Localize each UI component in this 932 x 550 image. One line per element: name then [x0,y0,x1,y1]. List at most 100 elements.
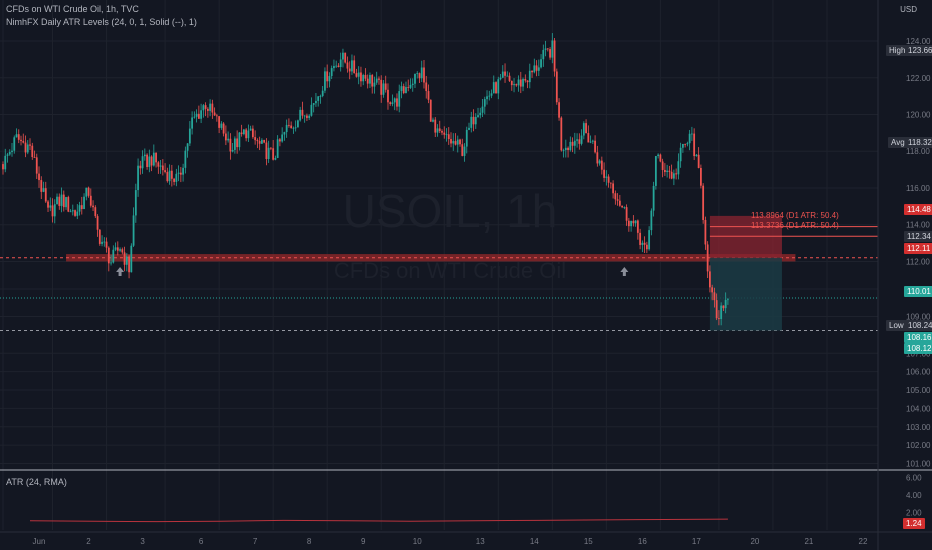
atr-line [29,518,728,523]
candle-body [130,245,133,273]
indicator-legend[interactable]: NimhFX Daily ATR Levels (24, 0, 1, Solid… [6,17,197,27]
candle-body [535,65,538,71]
candle-body [44,188,47,202]
candle-body [231,149,234,152]
symbol-legend[interactable]: CFDs on WTI Crude Oil, 1h, TVC [6,4,139,14]
candle-body [78,205,81,212]
low-badge-2: 108.16 [904,332,932,343]
candle-body [569,141,572,151]
candle-body [366,78,369,84]
candle-body [441,131,443,133]
watermark-name: CFDs on WTI Crude Oil [334,258,566,283]
atr-title: ATR (24, RMA) [6,477,67,487]
candle-body [699,167,702,186]
candle-body [668,170,671,172]
candle-body [175,173,178,182]
price-tick-label: 104.00 [906,404,931,413]
candle-body [384,83,387,90]
candle-body [17,134,20,140]
time-tick-label: 21 [804,537,813,546]
candle-body [715,300,718,319]
candle-body [598,160,601,164]
candle-body [247,130,250,139]
candle-body [580,135,583,144]
candle-body [227,138,230,141]
candle-body [357,72,360,77]
candle-body [92,205,94,208]
candle-body [654,156,657,186]
time-tick-label: 17 [692,537,701,546]
atr-upper-badge: 114.48 [904,204,932,215]
candle-body [355,73,358,77]
candle-body [58,196,61,206]
candle-body [62,194,65,208]
price-tick-label: 114.00 [906,221,930,230]
low-label: Low [886,320,907,331]
candle-body [213,112,216,116]
price-tick-label: 102.00 [906,441,931,450]
candle-body [249,128,252,131]
candle-body [159,165,162,167]
candle-body [177,172,180,174]
candle-body [614,193,617,200]
candle-body [279,139,281,142]
low-badge: 108.24 [905,320,932,331]
candle-body [513,84,515,86]
atr-level-annotation-1: 113.8964 (D1 ATR: 50.4) [751,211,839,220]
candle-body [474,116,477,125]
candle-body [155,152,157,163]
candle-body [236,138,239,148]
candle-body [546,48,549,50]
atr-legend[interactable]: ATR (24, RMA) [6,477,67,487]
candle-body [632,220,635,224]
candle-body [432,119,434,122]
candle-body [492,82,495,94]
candle-body [576,139,578,141]
candle-body [89,195,92,206]
candle-body [85,187,88,197]
time-tick-label: 22 [859,537,868,546]
candle-body [519,79,522,87]
candle-body [303,115,306,117]
candle-body [339,59,342,67]
up-arrow-icon [116,267,125,276]
candle-body [533,65,536,73]
candle-body [537,67,540,71]
candle-body [373,82,376,87]
candle-body [688,133,691,144]
candle-body [182,167,185,175]
atr-tick-label: 4.00 [906,491,922,500]
candle-body [369,75,371,84]
candle-body [663,169,666,173]
candle-body [197,113,200,119]
candle-body [173,178,175,182]
price-tick-label: 103.00 [906,423,931,432]
candle-body [137,165,139,191]
candle-body [360,72,362,82]
candle-body [143,154,146,157]
candle-body [630,220,633,227]
candle-body [94,207,97,217]
last-price-badge: 110.01 [904,286,932,297]
candle-body [472,116,475,125]
candle-body [675,173,678,175]
candle-body [387,89,389,103]
candle-body [20,139,22,142]
candle-body [679,147,682,162]
candle-body [477,115,479,117]
candle-body [288,124,290,126]
candle-body [267,147,270,159]
candle-body [639,232,642,245]
candle-body [116,247,119,251]
candle-body [672,173,675,179]
grid [0,0,878,530]
candle-body [301,109,304,116]
candle-body [488,95,491,97]
candle-body [402,86,405,94]
candle-body [720,305,723,320]
candle-body [148,156,151,167]
candles [2,33,729,326]
candle-body [51,205,54,217]
candle-body [112,249,115,263]
